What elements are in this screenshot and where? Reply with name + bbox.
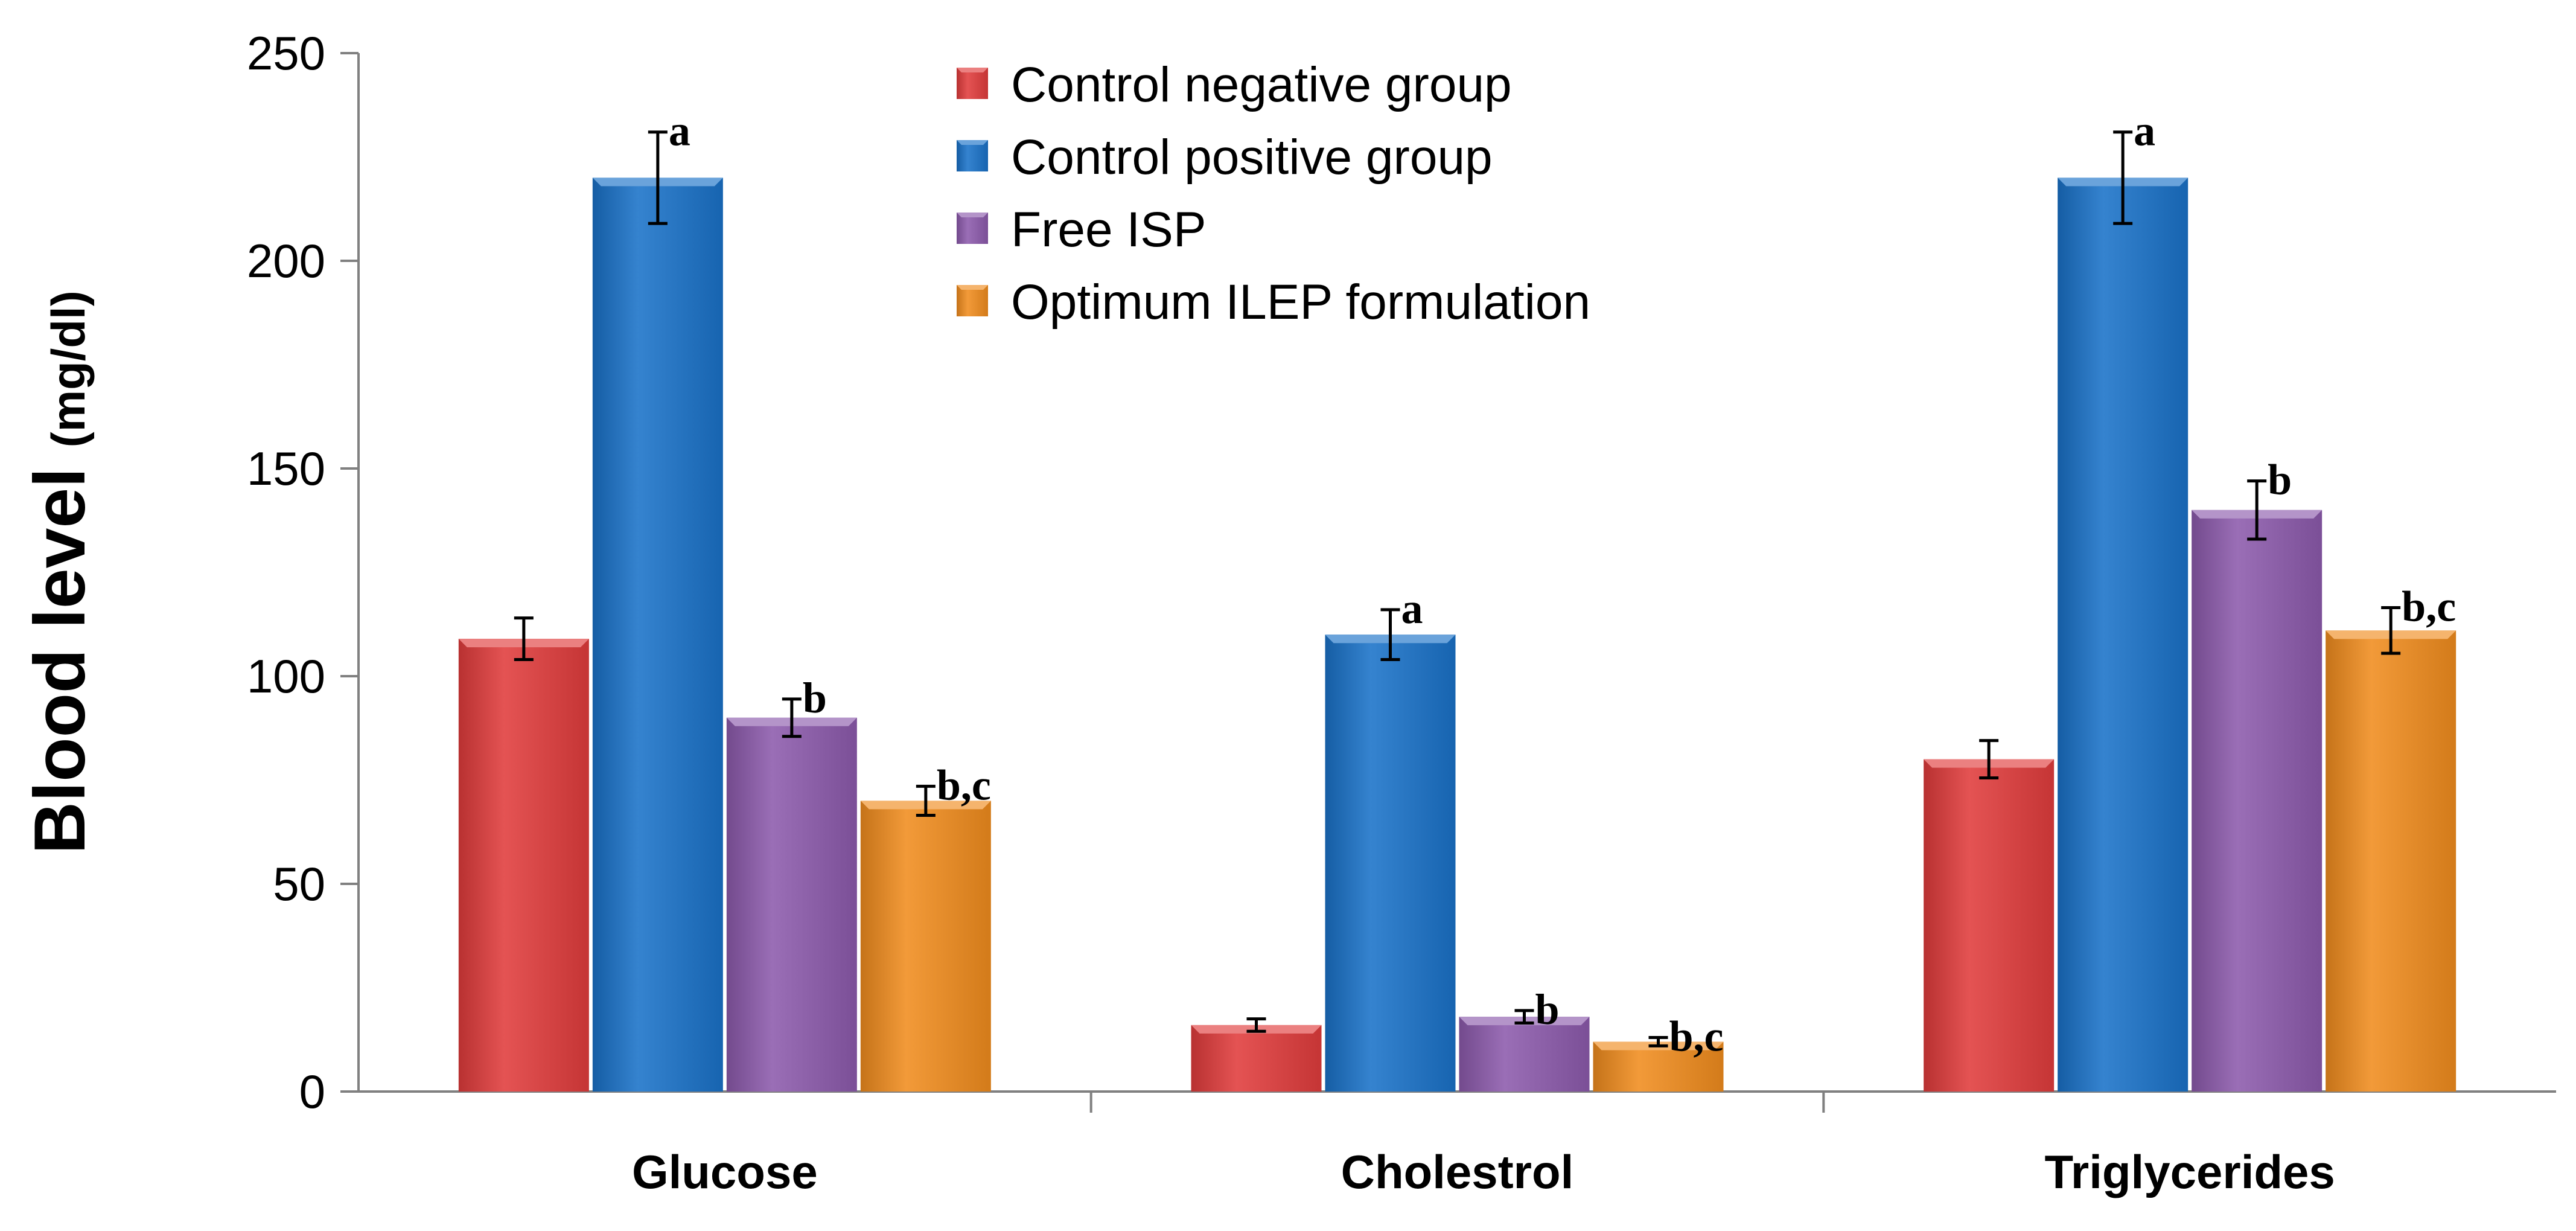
bar-glucose-series-3 (726, 717, 857, 1092)
legend-item: Free ISP (957, 202, 1207, 257)
error-bar (782, 697, 802, 738)
error-bar (916, 784, 936, 817)
legend-swatch (957, 140, 988, 171)
significance-label: a (669, 107, 690, 155)
legend-label: Optimum ILEP formulation (1011, 275, 1590, 330)
bar-glucose-series-1 (458, 639, 589, 1092)
legend-label: Control positive group (1011, 130, 1493, 185)
bar-triglycerides-series-1 (1924, 759, 2055, 1092)
error-bar (1514, 1009, 1534, 1025)
bar-triglycerides-series-3 (2192, 510, 2323, 1092)
y-tick-label: 0 (299, 1065, 325, 1118)
bar-cholestrol-series-1 (1191, 1025, 1322, 1092)
legend-item: Control negative group (957, 57, 1512, 112)
labels: Glucose a b b,c Cholestrol a b b,c Triglycerides… (632, 107, 2456, 1198)
error-bar (514, 616, 534, 661)
error-bar (2247, 479, 2267, 541)
bar-cholestrol-series-2 (1325, 635, 1456, 1092)
error-bars (514, 130, 2401, 1047)
legend-swatch (957, 213, 988, 244)
legend-label: Control negative group (1011, 57, 1512, 112)
error-bar (1246, 1017, 1266, 1033)
y-tick-label: 150 (247, 442, 325, 495)
y-tick-label: 50 (273, 857, 325, 910)
error-bar (1380, 608, 1400, 661)
legend-item: Optimum ILEP formulation (957, 275, 1590, 330)
error-bar (2113, 130, 2133, 225)
significance-label: b (2268, 456, 2292, 504)
significance-label: b (803, 674, 827, 722)
bar-glucose-series-4 (860, 801, 991, 1092)
axes: 0 50 100 150 200 250 Blood level (mg/dl) (19, 27, 2556, 1118)
legend: Control negative group Control positive g… (957, 57, 1590, 330)
error-bar (648, 130, 668, 225)
bar-glucose-series-2 (592, 177, 723, 1092)
bar-cholestrol-series-3 (1459, 1017, 1590, 1092)
y-tick-label: 250 (247, 27, 325, 80)
significance-label: b,c (1669, 1012, 1724, 1061)
y-tick-label: 100 (247, 650, 325, 703)
significance-label: a (2134, 107, 2155, 155)
bar-triglycerides-series-2 (2058, 177, 2189, 1092)
significance-label: a (1401, 584, 1423, 633)
category-label: Glucose (632, 1145, 818, 1198)
legend-swatch (957, 285, 988, 316)
significance-label: b (1535, 985, 1560, 1034)
legend-swatch (957, 68, 988, 99)
legend-label: Free ISP (1011, 202, 1207, 257)
error-bar (1648, 1036, 1668, 1047)
error-bar (1979, 739, 1999, 780)
legend-item: Control positive group (957, 130, 1493, 185)
significance-label: b,c (2402, 582, 2456, 630)
bars (458, 177, 2456, 1092)
y-axis-title: Blood level (mg/dl) (19, 290, 100, 854)
category-label: Triglycerides (2045, 1145, 2335, 1198)
significance-label: b,c (937, 761, 991, 809)
error-bar (2381, 606, 2401, 655)
category-label: Cholestrol (1341, 1145, 1574, 1198)
bar-triglycerides-series-4 (2326, 630, 2456, 1092)
y-tick-label: 200 (247, 234, 325, 287)
